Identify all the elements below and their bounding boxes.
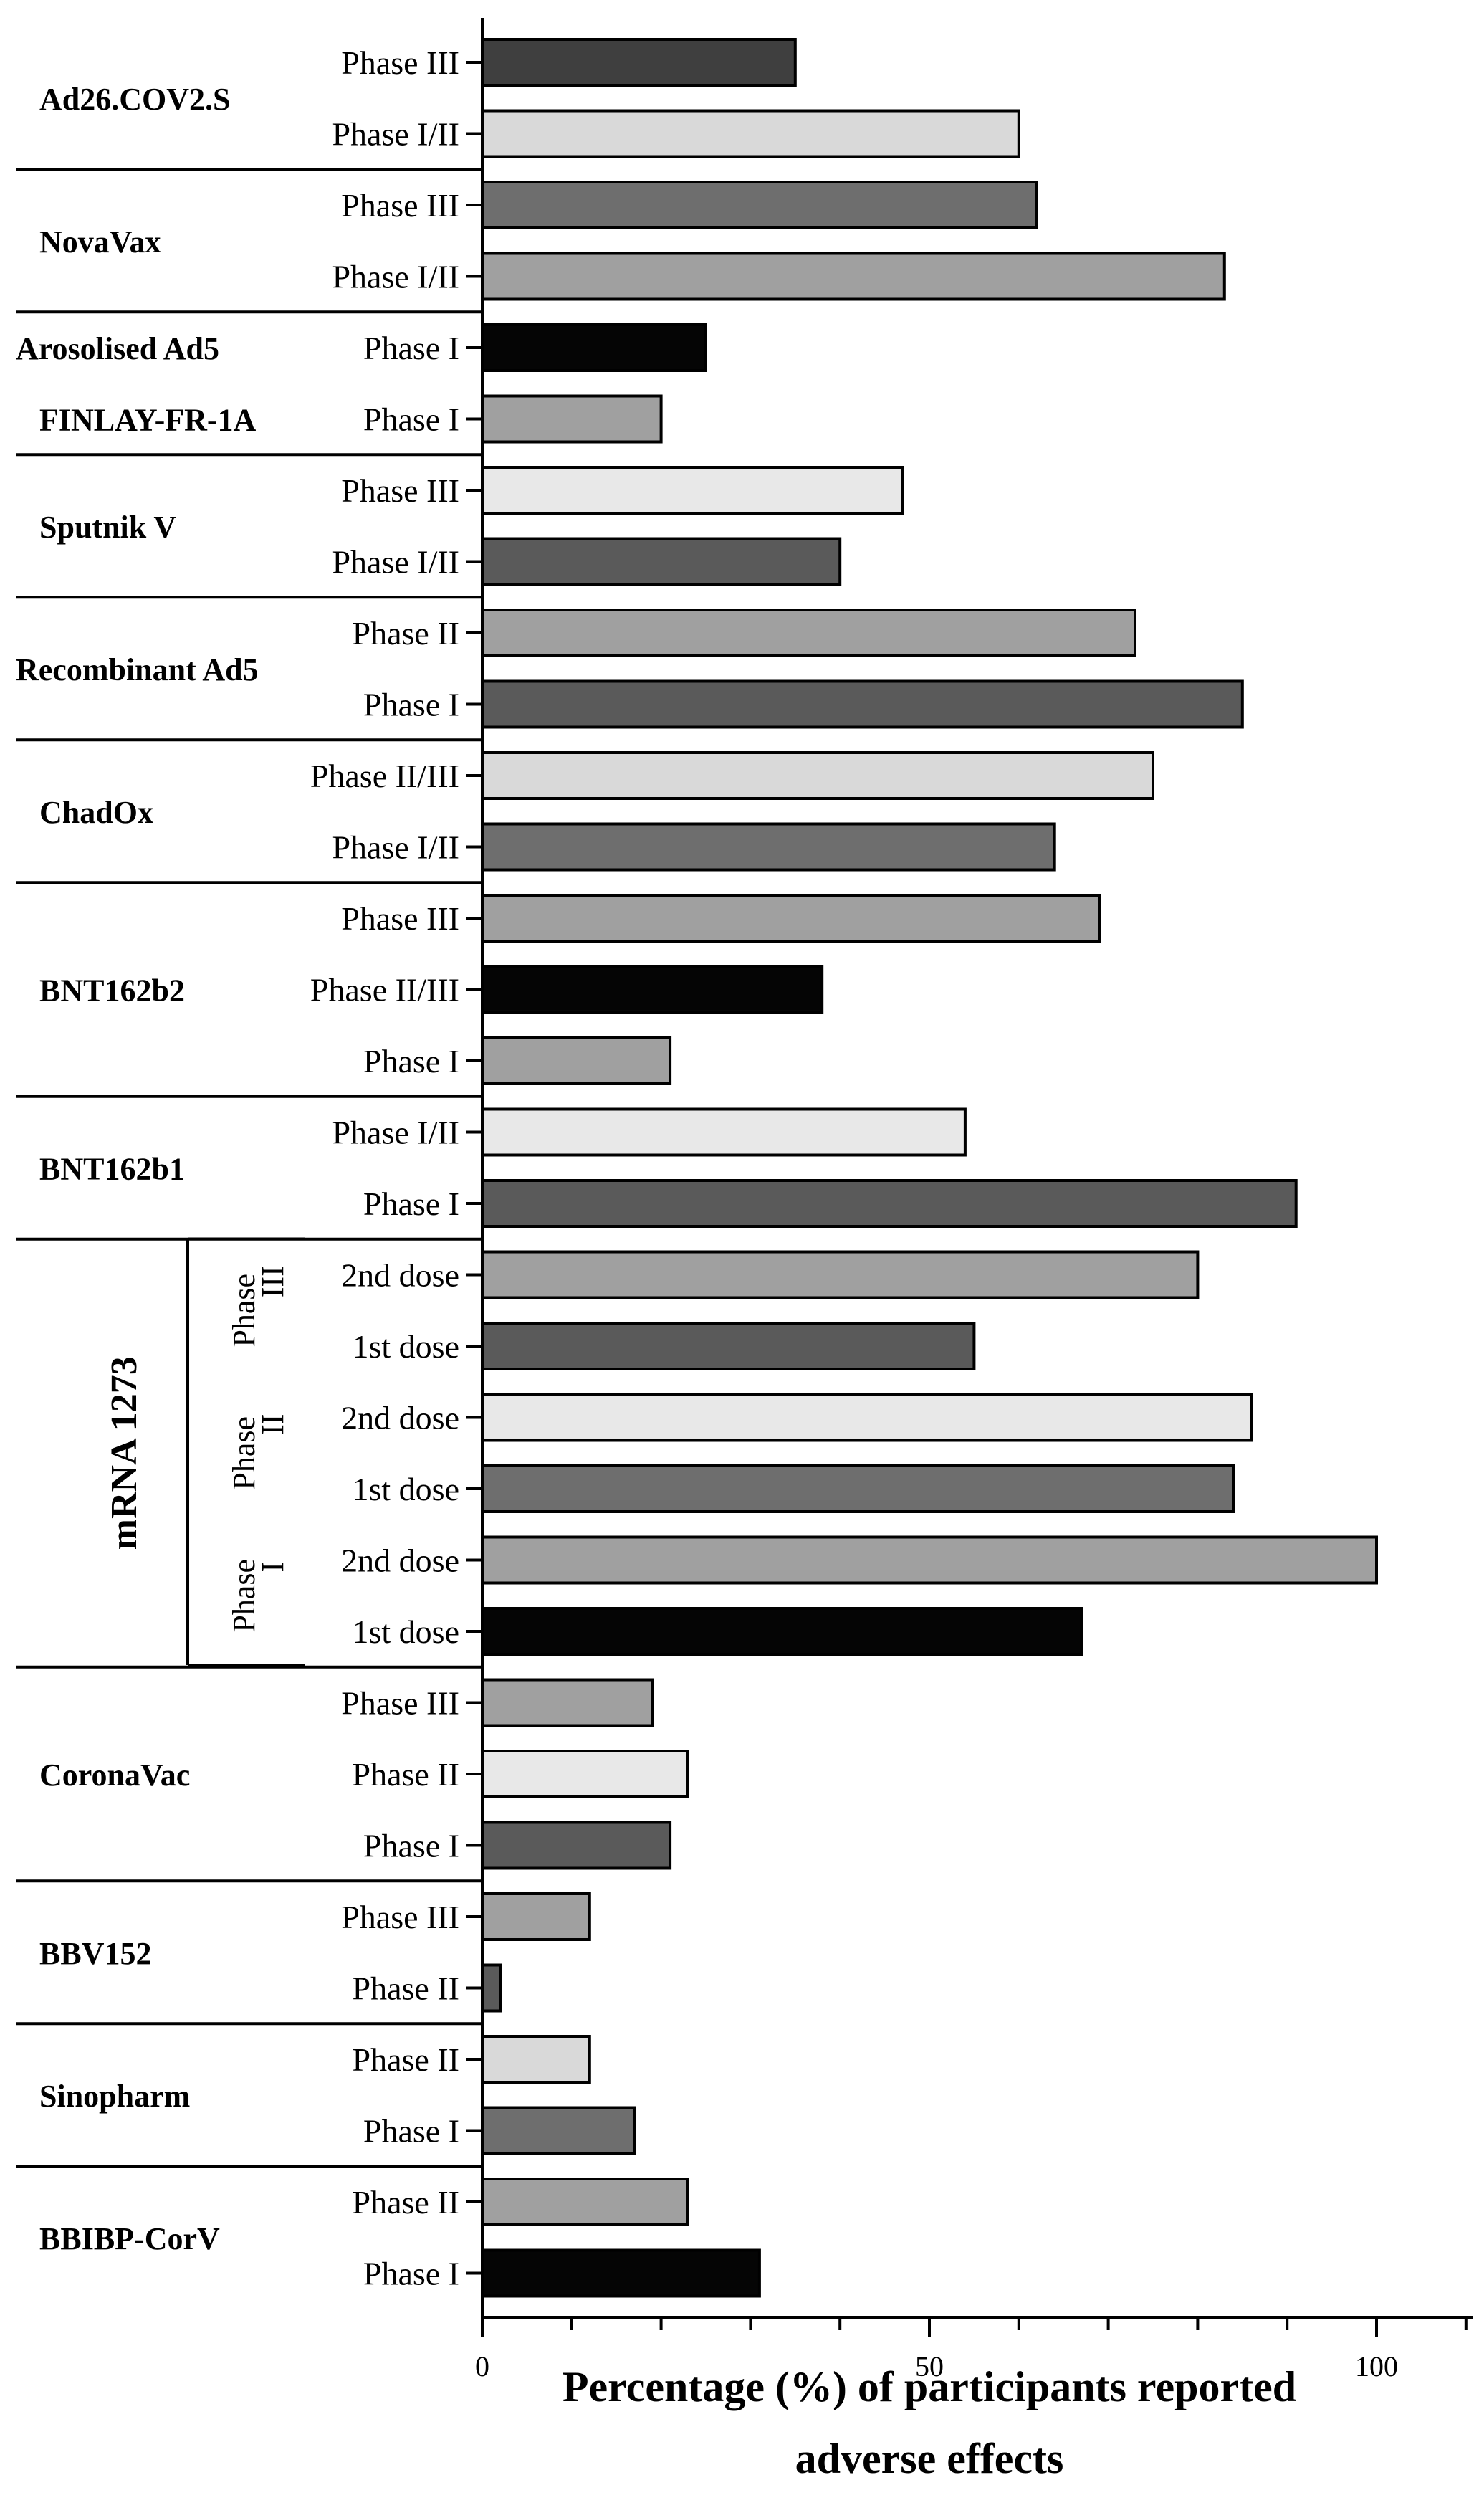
bar xyxy=(481,1393,1253,1442)
bar-label: Phase I xyxy=(363,1043,459,1079)
bar-label: 1st dose xyxy=(353,1613,460,1650)
group-label: Recombinant Ad5 xyxy=(16,652,259,687)
group-label: Sinopharm xyxy=(39,2079,190,2114)
bar xyxy=(481,609,1136,657)
group-label: FINLAY-FR-1A xyxy=(39,403,257,438)
bar xyxy=(481,109,1020,158)
mrna-phase-label: Phase xyxy=(226,1274,262,1348)
bar-label: Phase I/II xyxy=(332,829,459,866)
bar xyxy=(481,1464,1235,1513)
group-label: ChadOx xyxy=(39,795,153,830)
bar-label: Phase II xyxy=(353,1970,459,2007)
bar-label: Phase III xyxy=(341,44,459,81)
x-axis-title: Percentage (%) of participants reported xyxy=(563,2363,1296,2410)
bar xyxy=(481,252,1226,301)
group-label: Ad26.COV2.S xyxy=(39,82,231,117)
bar-label: Phase I xyxy=(363,687,459,723)
mrna-phase-numeral: II xyxy=(255,1414,290,1435)
bar-label: Phase I xyxy=(363,1186,459,1222)
group-label: CoronaVac xyxy=(39,1758,190,1793)
bar xyxy=(481,537,842,586)
group-label: BNT162b2 xyxy=(39,973,185,1008)
bar-label: 2nd dose xyxy=(341,1257,459,1294)
bar xyxy=(481,1963,502,2013)
mrna-phase-numeral: I xyxy=(255,1562,290,1573)
bar-label: Phase II/III xyxy=(310,758,459,794)
bar-label: Phase I/II xyxy=(332,1115,459,1151)
bar-label: 2nd dose xyxy=(341,1400,459,1436)
x-tick-label: 100 xyxy=(1355,2350,1398,2383)
bar-label: 2nd dose xyxy=(341,1542,459,1579)
group-label: mRNA 1273 xyxy=(104,1356,145,1550)
bar xyxy=(481,679,1244,729)
group-label: Sputnik V xyxy=(39,510,176,545)
bar-label: Phase II/III xyxy=(310,972,459,1008)
bar-label: 1st dose xyxy=(353,1328,460,1365)
bar-label: Phase I xyxy=(363,330,459,366)
mrna-phase-label: Phase xyxy=(226,1416,262,1490)
bar xyxy=(481,2106,636,2155)
bar-label: Phase II xyxy=(353,2041,459,2078)
bar-label: Phase II xyxy=(353,615,459,652)
bar xyxy=(481,2035,591,2084)
bar-label: Phase III xyxy=(341,1685,459,1722)
bar xyxy=(481,751,1154,800)
bar-label: Phase III xyxy=(341,472,459,509)
bar xyxy=(481,1322,976,1370)
x-tick-label: 50 xyxy=(915,2350,944,2383)
bar xyxy=(481,1821,672,1870)
bar xyxy=(481,2248,761,2298)
bar-label: Phase I/II xyxy=(332,116,459,153)
bar-label: Phase I xyxy=(363,401,459,438)
bar-label: Phase III xyxy=(341,187,459,224)
bar-label: Phase III xyxy=(341,900,459,937)
bar xyxy=(481,1892,591,1941)
bar-label: 1st dose xyxy=(353,1471,460,1507)
bar xyxy=(481,1535,1378,1585)
group-label: BNT162b1 xyxy=(39,1151,185,1186)
group-label: BBIBP-CorV xyxy=(39,2221,220,2256)
mrna-phase-label: Phase xyxy=(226,1559,262,1633)
bar xyxy=(481,1250,1200,1299)
x-tick-label: 0 xyxy=(475,2350,489,2383)
bar-label: Phase III xyxy=(341,1899,459,1935)
bar xyxy=(481,1107,967,1157)
bar-label: Phase II xyxy=(353,1756,459,1793)
bar xyxy=(481,1750,689,1798)
group-label: Arosolised Ad5 xyxy=(16,331,219,366)
bar xyxy=(481,822,1056,872)
bar xyxy=(481,466,904,515)
bar xyxy=(481,1607,1083,1656)
bar xyxy=(481,1678,654,1727)
group-label: BBV152 xyxy=(39,1936,151,1971)
bar-label: Phase I xyxy=(363,1828,459,1864)
bar xyxy=(481,965,824,1014)
bar xyxy=(481,1179,1298,1228)
bar-label: Phase I xyxy=(363,2113,459,2150)
mrna-phase-numeral: III xyxy=(255,1266,290,1297)
bar-label: Phase I/II xyxy=(332,544,459,581)
bar xyxy=(481,38,797,87)
bar-label: Phase II xyxy=(353,2184,459,2221)
bar xyxy=(481,1036,672,1085)
bar-label: Phase I xyxy=(363,2256,459,2292)
x-axis-title: adverse effects xyxy=(795,2435,1064,2482)
group-label: NovaVax xyxy=(39,224,161,259)
bar xyxy=(481,323,707,372)
bar xyxy=(481,394,663,444)
bar xyxy=(481,894,1101,943)
bar xyxy=(481,2178,689,2226)
bar-label: Phase I/II xyxy=(332,259,459,295)
bar xyxy=(481,181,1038,229)
